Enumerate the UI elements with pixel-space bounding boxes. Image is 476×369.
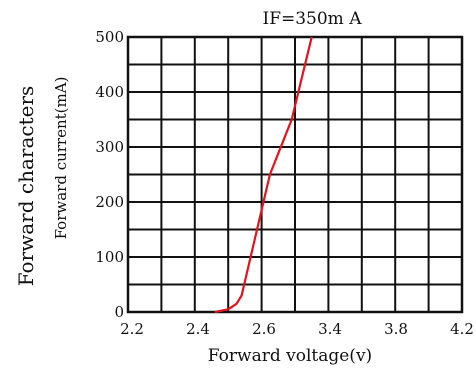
y-tick-labels: 0 100 200 300 400 500: [95, 28, 124, 321]
plot-border: [126, 35, 464, 314]
y-tick-label: 300: [95, 138, 124, 156]
chart-grid: [127, 36, 463, 313]
x-tick-label: 2.2: [120, 320, 144, 338]
y-tick-label: 200: [95, 193, 124, 211]
series-line: [214, 36, 313, 314]
chart-title: IF=350m A: [262, 9, 362, 29]
y-axis-label: Forward current(mA): [52, 77, 70, 240]
side-title: Forward characters: [14, 86, 38, 287]
y-tick-label: 100: [95, 248, 124, 266]
x-tick-labels: 2.2 2.4 2.6 3.4 3.8 4.2: [120, 320, 474, 338]
x-tick-label: 2.4: [186, 320, 210, 338]
x-tick-label: 3.4: [318, 320, 342, 338]
y-tick-label: 500: [95, 28, 124, 46]
series-layer: [214, 36, 313, 314]
plot-frame: [126, 35, 464, 314]
x-tick-label: 4.2: [450, 320, 474, 338]
x-tick-label: 3.8: [384, 320, 408, 338]
y-tick-label: 400: [95, 83, 124, 101]
y-tick-label: 0: [114, 303, 124, 321]
x-axis-label: Forward voltage(v): [208, 346, 372, 366]
x-tick-label: 2.6: [252, 320, 276, 338]
